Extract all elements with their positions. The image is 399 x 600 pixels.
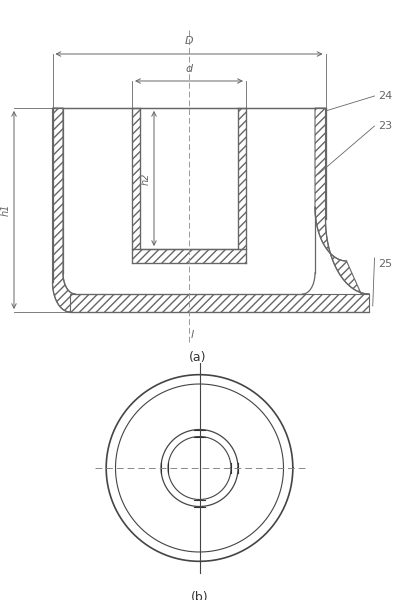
Text: h2: h2 <box>140 172 150 185</box>
Text: 24: 24 <box>378 91 392 101</box>
Text: (a): (a) <box>189 351 207 364</box>
Text: l: l <box>191 330 194 340</box>
Polygon shape <box>53 108 75 312</box>
Text: h1: h1 <box>0 204 10 216</box>
Polygon shape <box>132 249 246 263</box>
Polygon shape <box>132 108 140 249</box>
Polygon shape <box>315 108 369 312</box>
Text: D: D <box>185 37 193 46</box>
Text: 25: 25 <box>378 259 392 269</box>
Polygon shape <box>70 294 369 312</box>
Polygon shape <box>238 108 246 249</box>
Text: 23: 23 <box>378 121 392 131</box>
Text: d: d <box>186 64 193 73</box>
Text: (b): (b) <box>191 590 208 600</box>
